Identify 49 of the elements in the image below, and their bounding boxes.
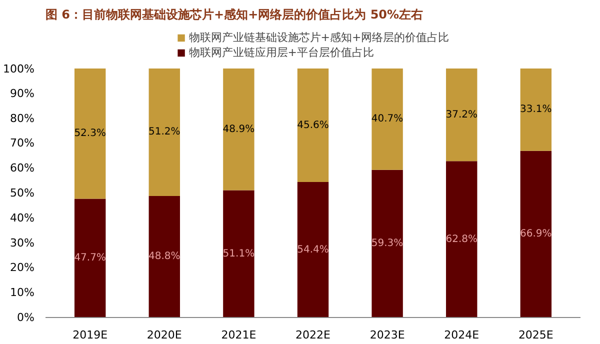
bar [148,196,180,318]
data-label: 54.4% [297,244,329,256]
y-tick-label: 100% [3,62,35,76]
x-tick-label: 2023E [370,328,405,342]
y-tick-label: 90% [10,86,35,100]
data-label: 51.1% [222,248,255,260]
legend-label: 物联网产业链基础设施芯片+感知+网络层的价值占比 [188,30,450,45]
data-label: 51.2% [148,126,180,138]
y-tick-label: 80% [10,112,35,125]
data-label: 48.9% [222,124,255,135]
data-label: 48.8% [148,251,180,262]
bar [297,182,329,318]
x-tick-label: 2020E [146,328,182,342]
x-tick-label: 2025E [518,328,554,342]
bar [520,150,552,318]
chart-title: 图 6：目前物联网基础设施芯片+感知+网络层的价值占比为 50%左右 [46,8,424,22]
bar [74,198,106,318]
legend-label: 物联网产业链应用层+平台层价值占比 [188,45,374,60]
data-label: 45.6% [297,120,329,131]
y-tick-label: 20% [10,261,35,274]
bar [223,190,254,318]
x-tick-label: 2022E [296,328,331,342]
bar [148,68,180,196]
data-label: 62.8% [446,234,478,245]
bar [223,68,254,190]
x-tick-label: 2019E [72,328,108,342]
bar [446,161,478,318]
data-label: 47.7% [74,252,106,264]
bar [446,68,478,162]
bar [74,68,106,199]
bar [372,68,403,170]
bar [520,68,552,151]
y-tick-label: 30% [10,236,35,250]
y-tick-label: 40% [10,211,35,224]
data-label: 59.3% [371,238,404,250]
data-label: 33.1% [520,104,552,116]
y-tick-label: 50% [10,186,35,200]
x-tick-label: 2024E [444,328,480,342]
y-tick-label: 60% [10,162,35,175]
bar [372,170,403,318]
data-label: 40.7% [371,114,404,125]
data-label: 37.2% [446,109,478,120]
y-tick-label: 0% [17,311,34,324]
x-tick-label: 2021E [221,328,256,342]
bar [297,68,329,182]
y-tick-label: 10% [10,286,35,300]
data-label: 52.3% [74,128,106,140]
y-tick-label: 70% [10,136,35,150]
data-label: 66.9% [520,228,552,240]
